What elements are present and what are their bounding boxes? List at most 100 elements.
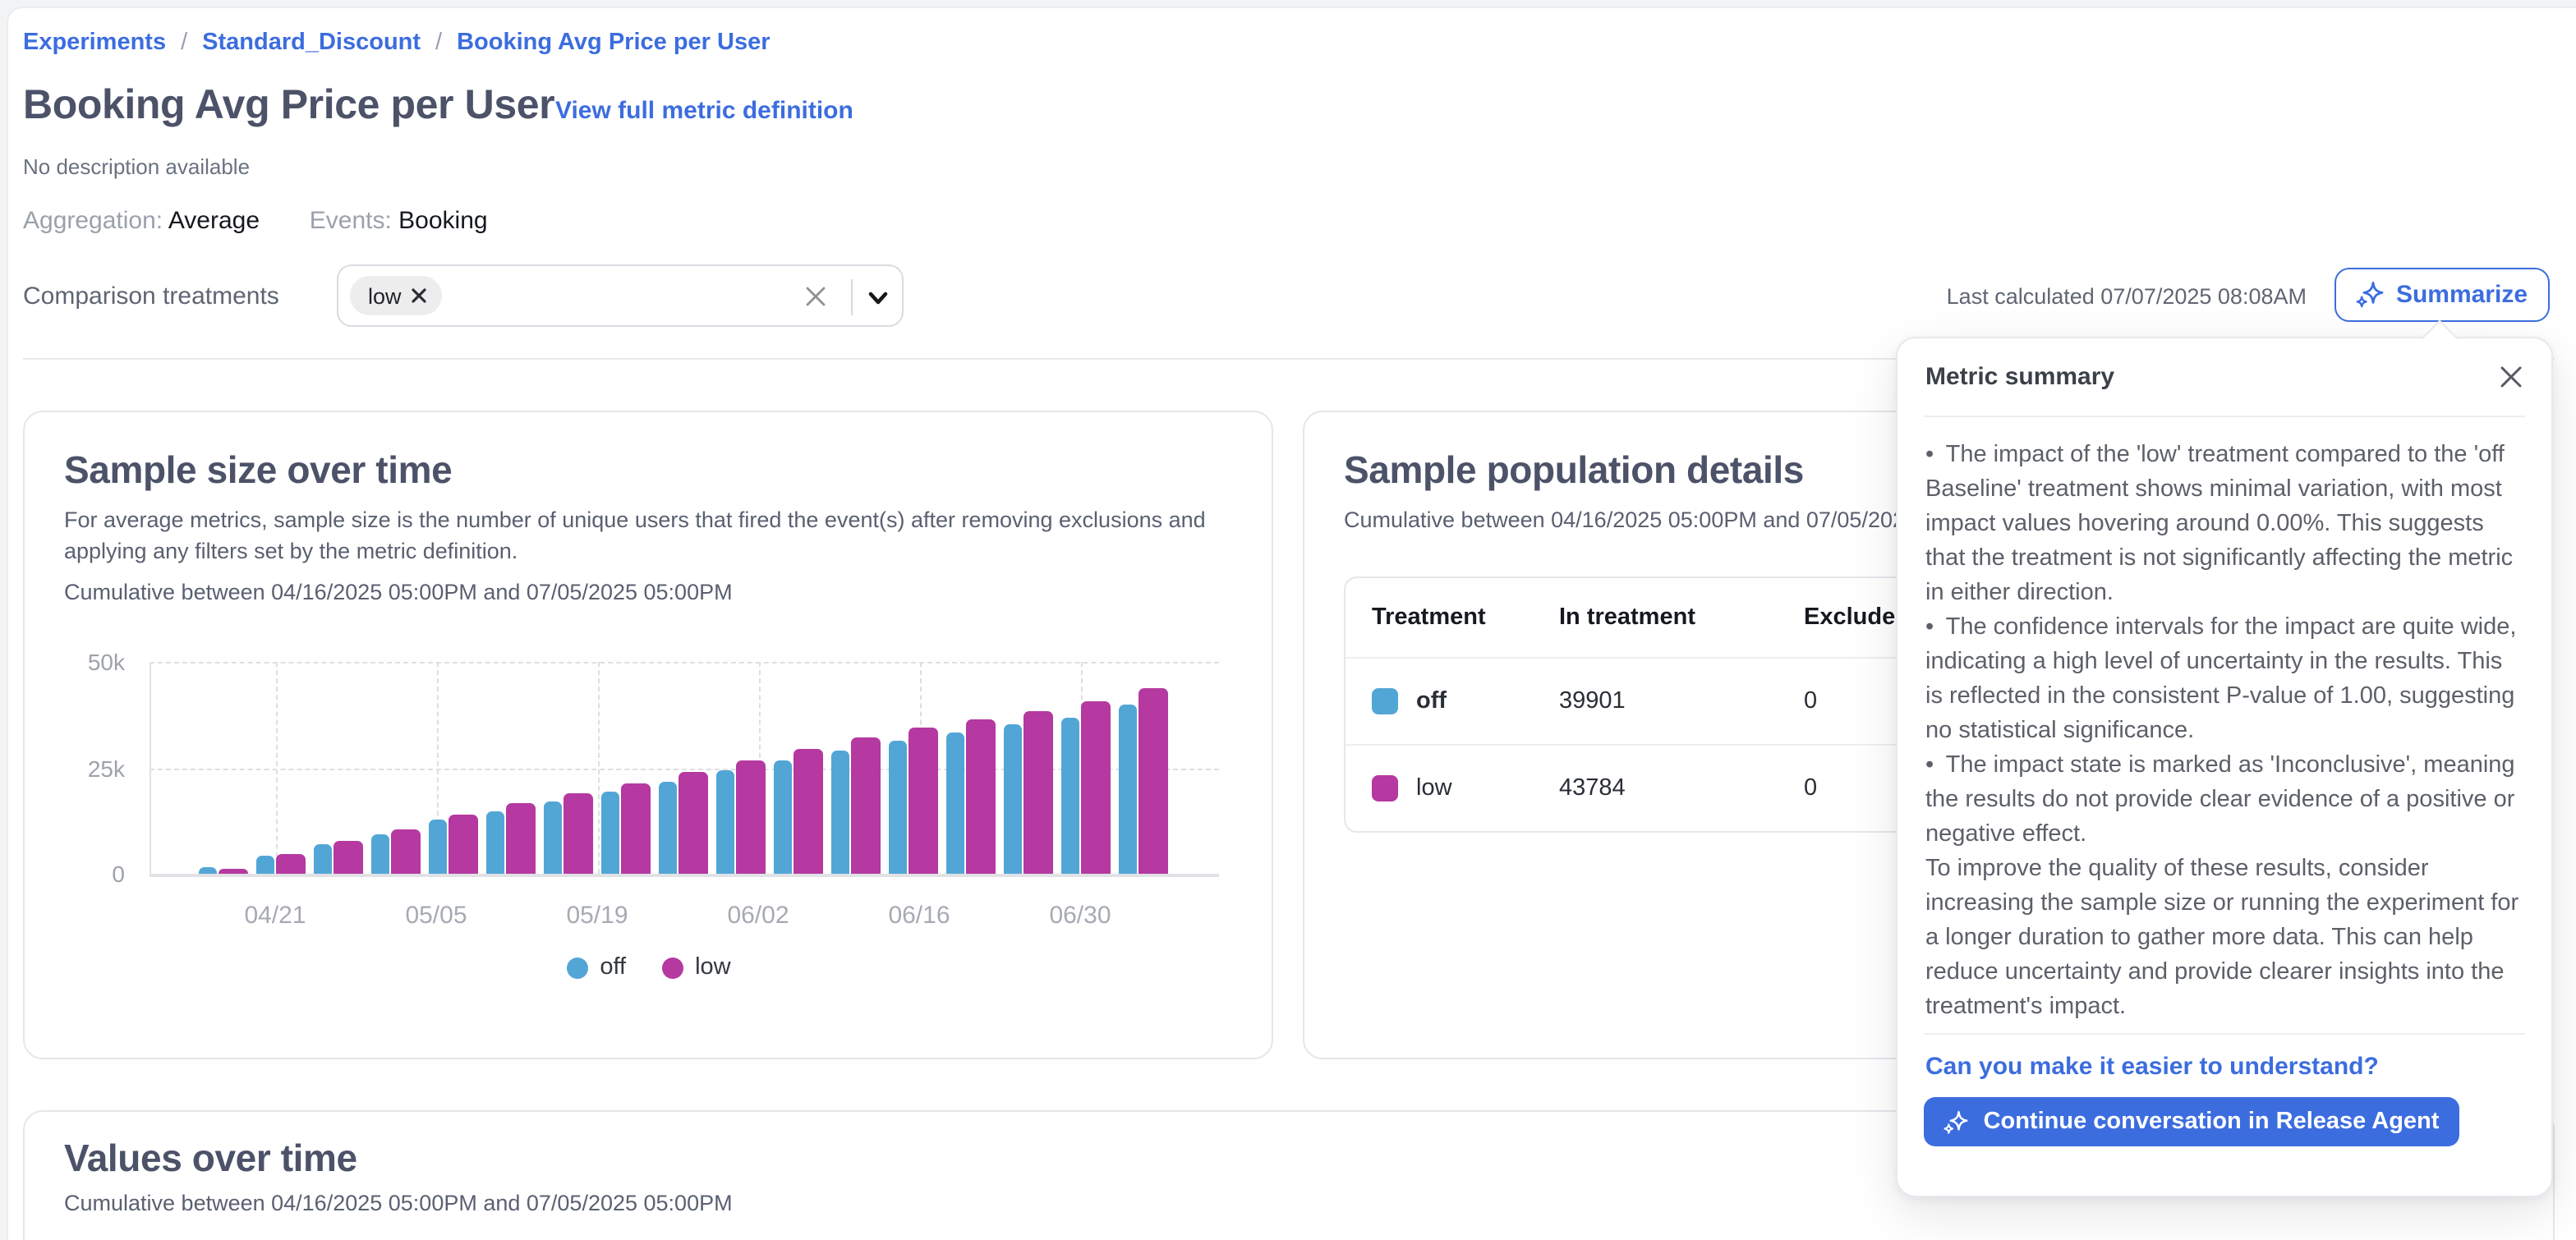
select-divider — [851, 279, 853, 315]
summarize-button[interactable]: Summarize — [2334, 268, 2550, 322]
chevron-down-icon[interactable] — [864, 284, 892, 320]
x-axis-line — [150, 874, 1219, 876]
aggregation-label: Aggregation: — [23, 207, 163, 235]
bar-low[interactable] — [621, 783, 651, 874]
bar-off[interactable] — [256, 856, 274, 874]
treatment-name: off — [1416, 688, 1447, 714]
y-axis-label: 25k — [87, 755, 125, 781]
bar-off[interactable] — [601, 791, 619, 874]
events-value: Booking — [398, 207, 488, 235]
popover-title: Metric summary — [1925, 363, 2115, 391]
bar-low[interactable] — [1081, 701, 1111, 874]
bar-low[interactable] — [448, 815, 478, 874]
grid-line-x — [436, 662, 438, 874]
bar-off[interactable] — [199, 867, 217, 874]
x-axis-label: 05/05 — [405, 902, 467, 930]
grid-line-y — [150, 768, 1219, 769]
easier-to-understand-link[interactable]: Can you make it easier to understand? — [1925, 1053, 2379, 1081]
bar-off[interactable] — [486, 811, 504, 874]
bar-off[interactable] — [831, 750, 849, 874]
bar-off[interactable] — [659, 781, 677, 874]
card-range: Cumulative between 04/16/2025 05:00PM an… — [64, 580, 733, 604]
x-axis-label: 06/02 — [727, 902, 789, 930]
bar-off[interactable] — [1004, 724, 1022, 874]
table-header-cell: In treatment — [1559, 604, 1695, 631]
summary-text: • The impact of the 'low' treatment comp… — [1898, 417, 2551, 1033]
select-clear-icon[interactable] — [802, 282, 830, 319]
bar-low[interactable] — [564, 793, 593, 874]
summary-bullet: • The impact of the 'low' treatment comp… — [1925, 442, 2514, 606]
sparkles-icon — [1944, 1109, 1969, 1134]
comparison-treatments-label: Comparison treatments — [23, 282, 279, 310]
popover-divider — [1924, 416, 2525, 417]
legend-item-off[interactable]: off — [567, 954, 626, 981]
breadcrumb-link[interactable]: Experiments — [23, 30, 167, 56]
grid-line-x — [597, 662, 599, 874]
continue-conversation-button[interactable]: Continue conversation in Release Agent — [1924, 1097, 2459, 1146]
bar-low[interactable] — [276, 854, 306, 874]
treatment-swatch — [1372, 688, 1398, 714]
breadcrumb-link[interactable]: Booking Avg Price per User — [457, 30, 770, 56]
sample-size-chart: 0 25k 50k 04/21 05/05 05/19 06/02 06/16 06/30 — [25, 412, 1272, 1058]
bar-low[interactable] — [506, 803, 536, 874]
excluded-cell: 0 — [1804, 688, 1818, 714]
excluded-cell: 0 — [1804, 775, 1818, 801]
bar-low[interactable] — [736, 760, 766, 874]
breadcrumb-link[interactable]: Standard_Discount — [202, 30, 421, 56]
breadcrumb-separator: / — [435, 30, 443, 56]
bar-off[interactable] — [774, 760, 792, 874]
bar-off[interactable] — [889, 741, 907, 874]
aggregation-value: Average — [168, 207, 260, 235]
population-table: Treatment In treatment Excluded off 39901 0 lo… — [1344, 576, 2515, 833]
grid-line-y — [150, 662, 1219, 664]
breadcrumb: Experiments / Standard_Discount / Booking Av… — [23, 30, 770, 56]
summary-bullet: • The impact state is marked as 'Inconcl… — [1925, 752, 2515, 847]
chip-remove-icon[interactable] — [412, 287, 428, 304]
bar-low[interactable] — [908, 728, 938, 874]
close-icon[interactable] — [2499, 365, 2523, 389]
sparkles-icon — [2357, 281, 2385, 309]
bar-off[interactable] — [429, 820, 447, 874]
bar-off[interactable] — [716, 770, 734, 874]
summary-note: To improve the quality of these results,… — [1925, 856, 2519, 1020]
summary-bullet: • The confidence intervals for the impac… — [1925, 614, 2517, 744]
table-header-row: Treatment In treatment Excluded — [1346, 578, 2514, 657]
metric-summary-popover: Metric summary • The impact of the 'low'… — [1896, 319, 2553, 1197]
card-sample-size: Sample size over time For average metric… — [23, 411, 1273, 1059]
bar-low[interactable] — [334, 841, 363, 874]
legend-item-low[interactable]: low — [662, 954, 731, 981]
bar-low[interactable] — [218, 868, 248, 874]
chip-container: low — [350, 276, 443, 315]
legend-label: off — [600, 954, 627, 981]
page-title: Booking Avg Price per User — [23, 82, 555, 128]
legend-swatch — [662, 957, 684, 978]
bar-low[interactable] — [794, 749, 823, 874]
bar-off[interactable] — [946, 733, 964, 874]
in-treatment-cell: 39901 — [1559, 688, 1626, 714]
bar-off[interactable] — [1119, 705, 1137, 874]
treatment-swatch — [1372, 775, 1398, 801]
bar-low[interactable] — [678, 771, 708, 874]
in-treatment-cell: 43784 — [1559, 775, 1626, 801]
treatment-cell: low — [1346, 775, 1559, 801]
bar-off[interactable] — [314, 844, 332, 874]
x-axis-label: 06/16 — [888, 902, 950, 930]
treatment-name: low — [1416, 775, 1452, 801]
treatment-chip[interactable]: low — [350, 276, 443, 315]
view-metric-definition-link[interactable]: View full metric definition — [555, 97, 853, 125]
bar-low[interactable] — [391, 829, 421, 874]
bar-off[interactable] — [371, 834, 389, 874]
bar-low[interactable] — [966, 719, 996, 874]
card-title: Sample size over time — [64, 448, 453, 491]
bar-low[interactable] — [1138, 688, 1168, 874]
last-calculated-text: Last calculated 07/07/2025 08:08AM — [1946, 284, 2307, 309]
x-axis-label: 05/19 — [566, 902, 628, 930]
table-header-cell: Treatment — [1372, 604, 1486, 631]
bar-low[interactable] — [851, 737, 881, 874]
bar-low[interactable] — [1024, 711, 1053, 874]
treatments-select[interactable]: low — [337, 264, 904, 327]
bar-off[interactable] — [1061, 717, 1079, 874]
bar-off[interactable] — [544, 801, 562, 874]
legend-label: low — [695, 954, 731, 981]
y-axis-label: 50k — [87, 649, 125, 675]
